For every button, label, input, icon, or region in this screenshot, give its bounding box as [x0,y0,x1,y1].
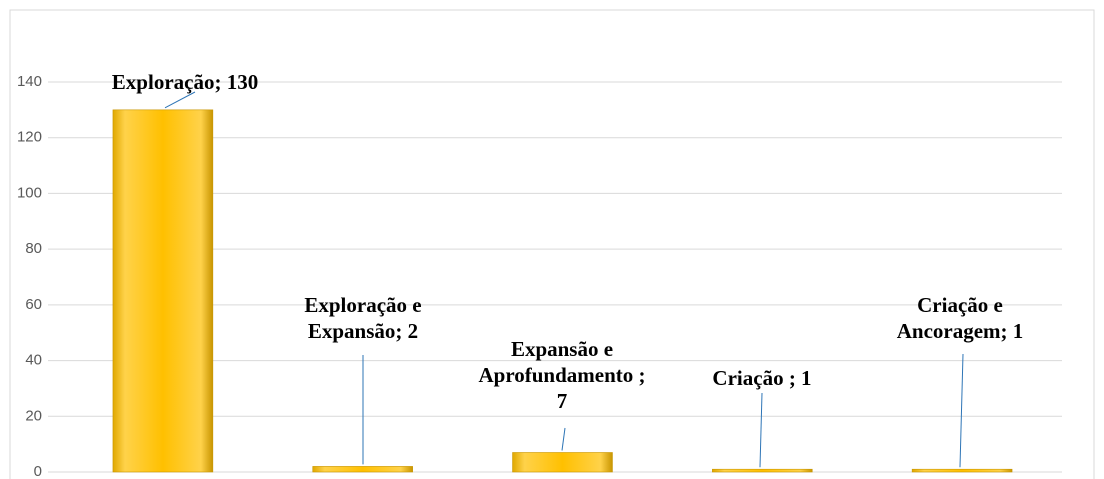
y-tick-label: 80 [25,240,42,257]
bar [312,466,413,473]
y-tick-label: 100 [17,184,42,201]
bar [512,452,613,473]
leader-line [759,392,763,468]
bar [911,468,1013,473]
leader-line [561,427,566,451]
chart-border [9,9,1095,479]
y-tick-label: 0 [34,463,42,479]
y-tick-label: 20 [25,407,42,424]
leader-line [164,91,196,109]
leader-line [959,353,964,468]
y-tick-label: 140 [17,73,42,90]
y-tick-label: 120 [17,129,42,146]
data-label: Criação ; 1 [712,366,812,390]
data-label: Expansão e Aprofundamento ; 7 [478,337,646,413]
y-tick-label: 60 [25,296,42,313]
y-tick-label: 40 [25,352,42,369]
bar [712,468,813,473]
data-label: Exploração e Expansão; 2 [304,293,422,343]
data-label: Exploração; 130 [111,70,259,94]
bar [112,109,214,473]
data-label: Criação e Ancoragem; 1 [896,293,1024,343]
